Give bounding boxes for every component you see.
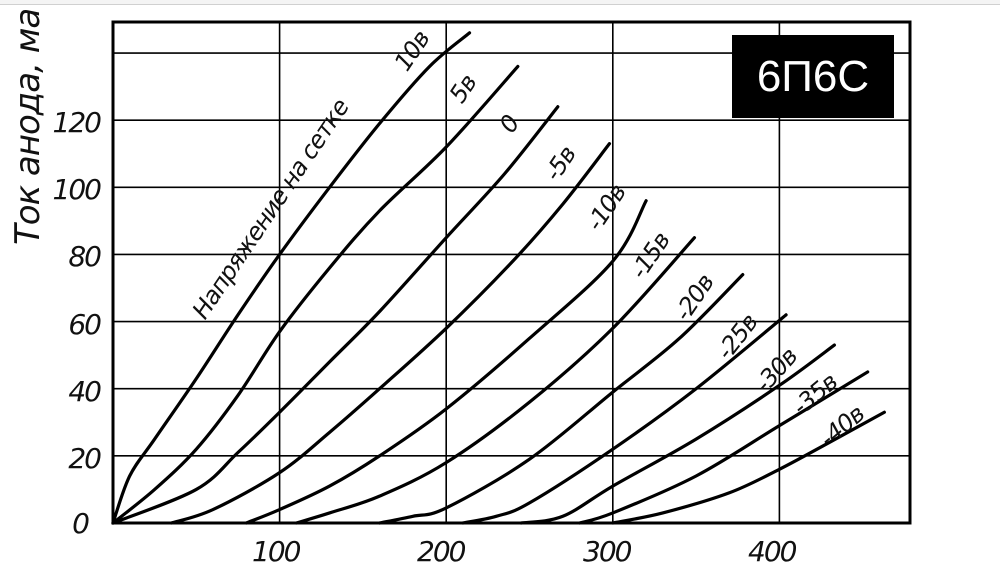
x-tick-200: 200: [417, 535, 466, 568]
curve--20в: [377, 272, 745, 525]
y-tick-20: 20: [68, 442, 102, 475]
x-tick-400: 400: [748, 535, 797, 568]
curve--25в: [461, 313, 788, 525]
curve--40в: [611, 410, 886, 525]
curve--10в: [244, 199, 648, 525]
anode-characteristic-curves: [111, 31, 886, 525]
curve--15в: [294, 236, 697, 525]
y-tick-40: 40: [68, 375, 102, 408]
y-tick-60: 60: [68, 308, 102, 341]
y-tick-100: 100: [52, 173, 102, 206]
y-tick-0: 0: [72, 507, 90, 540]
plot-frame: [111, 20, 912, 525]
curve--30в: [519, 343, 836, 525]
curve-5в: [111, 64, 520, 525]
curve-0: [111, 105, 560, 525]
x-tick-300: 300: [583, 535, 632, 568]
y-tick-80: 80: [68, 240, 102, 273]
curve--35в: [577, 370, 870, 525]
curve--5в: [169, 142, 612, 525]
window-top-edge: [0, 0, 1000, 5]
x-tick-100: 100: [252, 535, 301, 568]
grid-lines: [113, 22, 910, 523]
y-tick-120: 120: [52, 106, 102, 139]
curve-10в: [111, 31, 472, 525]
tube-type-badge: 6П6С: [732, 35, 894, 118]
